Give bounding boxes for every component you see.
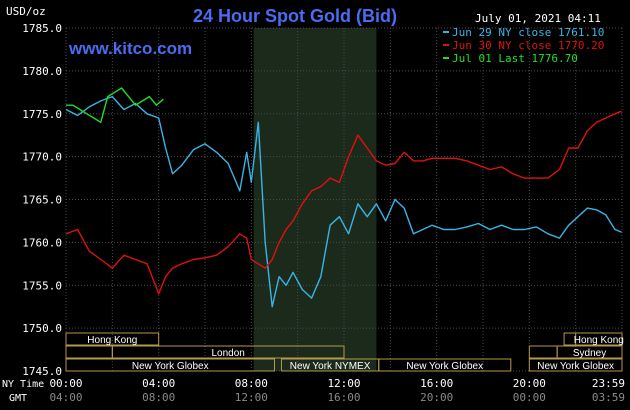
x-tick-label-gmt: 08:00 xyxy=(142,391,175,404)
session-box xyxy=(378,358,512,372)
series-line-2 xyxy=(65,110,622,295)
legend-entry: Jun 29 NY close 1761.10 xyxy=(452,26,604,39)
y-tick-label: 1785.0 xyxy=(22,22,62,35)
y-tick-label: 1770.0 xyxy=(22,151,62,164)
y-axis-unit: USD/oz xyxy=(6,5,46,18)
session-label: Hong Kong xyxy=(574,335,624,346)
x-tick-label-gmt: 04:00 xyxy=(49,391,82,404)
x-tick-label-gmt: 03:59 xyxy=(592,391,625,404)
timestamp: July 01, 2021 04:11 xyxy=(475,12,601,25)
session-box xyxy=(556,345,623,359)
session-label: New York Globex xyxy=(537,361,614,372)
session-label: Sydney xyxy=(573,348,606,359)
y-tick-label: 1745.0 xyxy=(22,365,62,378)
session-box xyxy=(65,358,275,372)
y-tick-label: 1775.0 xyxy=(22,108,62,121)
gmt-label: GMT xyxy=(9,393,27,404)
x-tick-label-gmt: 20:00 xyxy=(420,391,453,404)
series-line-3 xyxy=(66,87,164,124)
y-tick-label: 1750.0 xyxy=(22,322,62,335)
session-box xyxy=(575,332,623,346)
session-box xyxy=(65,332,160,346)
x-tick-label-gmt: 16:00 xyxy=(327,391,360,404)
x-tick-label-ny: 12:00 xyxy=(327,377,360,390)
x-tick-label-gmt: 00:00 xyxy=(513,391,546,404)
x-tick-label-ny: 23:59 xyxy=(592,377,625,390)
session-box xyxy=(111,345,345,359)
x-tick-label-ny: 04:00 xyxy=(142,377,175,390)
legend-entry: Jun 30 NY close 1770.20 xyxy=(452,39,604,52)
x-tick-label-ny: 20:00 xyxy=(513,377,546,390)
x-tick-label-ny: 16:00 xyxy=(420,377,453,390)
chart-title: 24 Hour Spot Gold (Bid) xyxy=(193,6,397,26)
session-label: London xyxy=(211,348,244,359)
y-tick-label: 1760.0 xyxy=(22,236,62,249)
series-line-1 xyxy=(65,95,622,308)
x-tick-label-ny: 00:00 xyxy=(49,377,82,390)
x-tick-label-gmt: 12:00 xyxy=(235,391,268,404)
session-box xyxy=(528,358,623,372)
session-label: New York Globex xyxy=(406,361,483,372)
y-tick-label: 1780.0 xyxy=(22,65,62,78)
session-label: New York Globex xyxy=(132,361,209,372)
session-label: Hong Kong xyxy=(87,335,137,346)
x-tick-label-ny: 08:00 xyxy=(235,377,268,390)
ny-time-label: NY Time xyxy=(2,379,44,390)
y-tick-label: 1765.0 xyxy=(22,194,62,207)
session-label: New York NYMEX xyxy=(290,361,371,372)
y-tick-label: 1755.0 xyxy=(22,279,62,292)
legend-entry: Jul 01 Last 1776.70 xyxy=(452,52,578,65)
watermark: www.kitco.com xyxy=(68,39,192,58)
